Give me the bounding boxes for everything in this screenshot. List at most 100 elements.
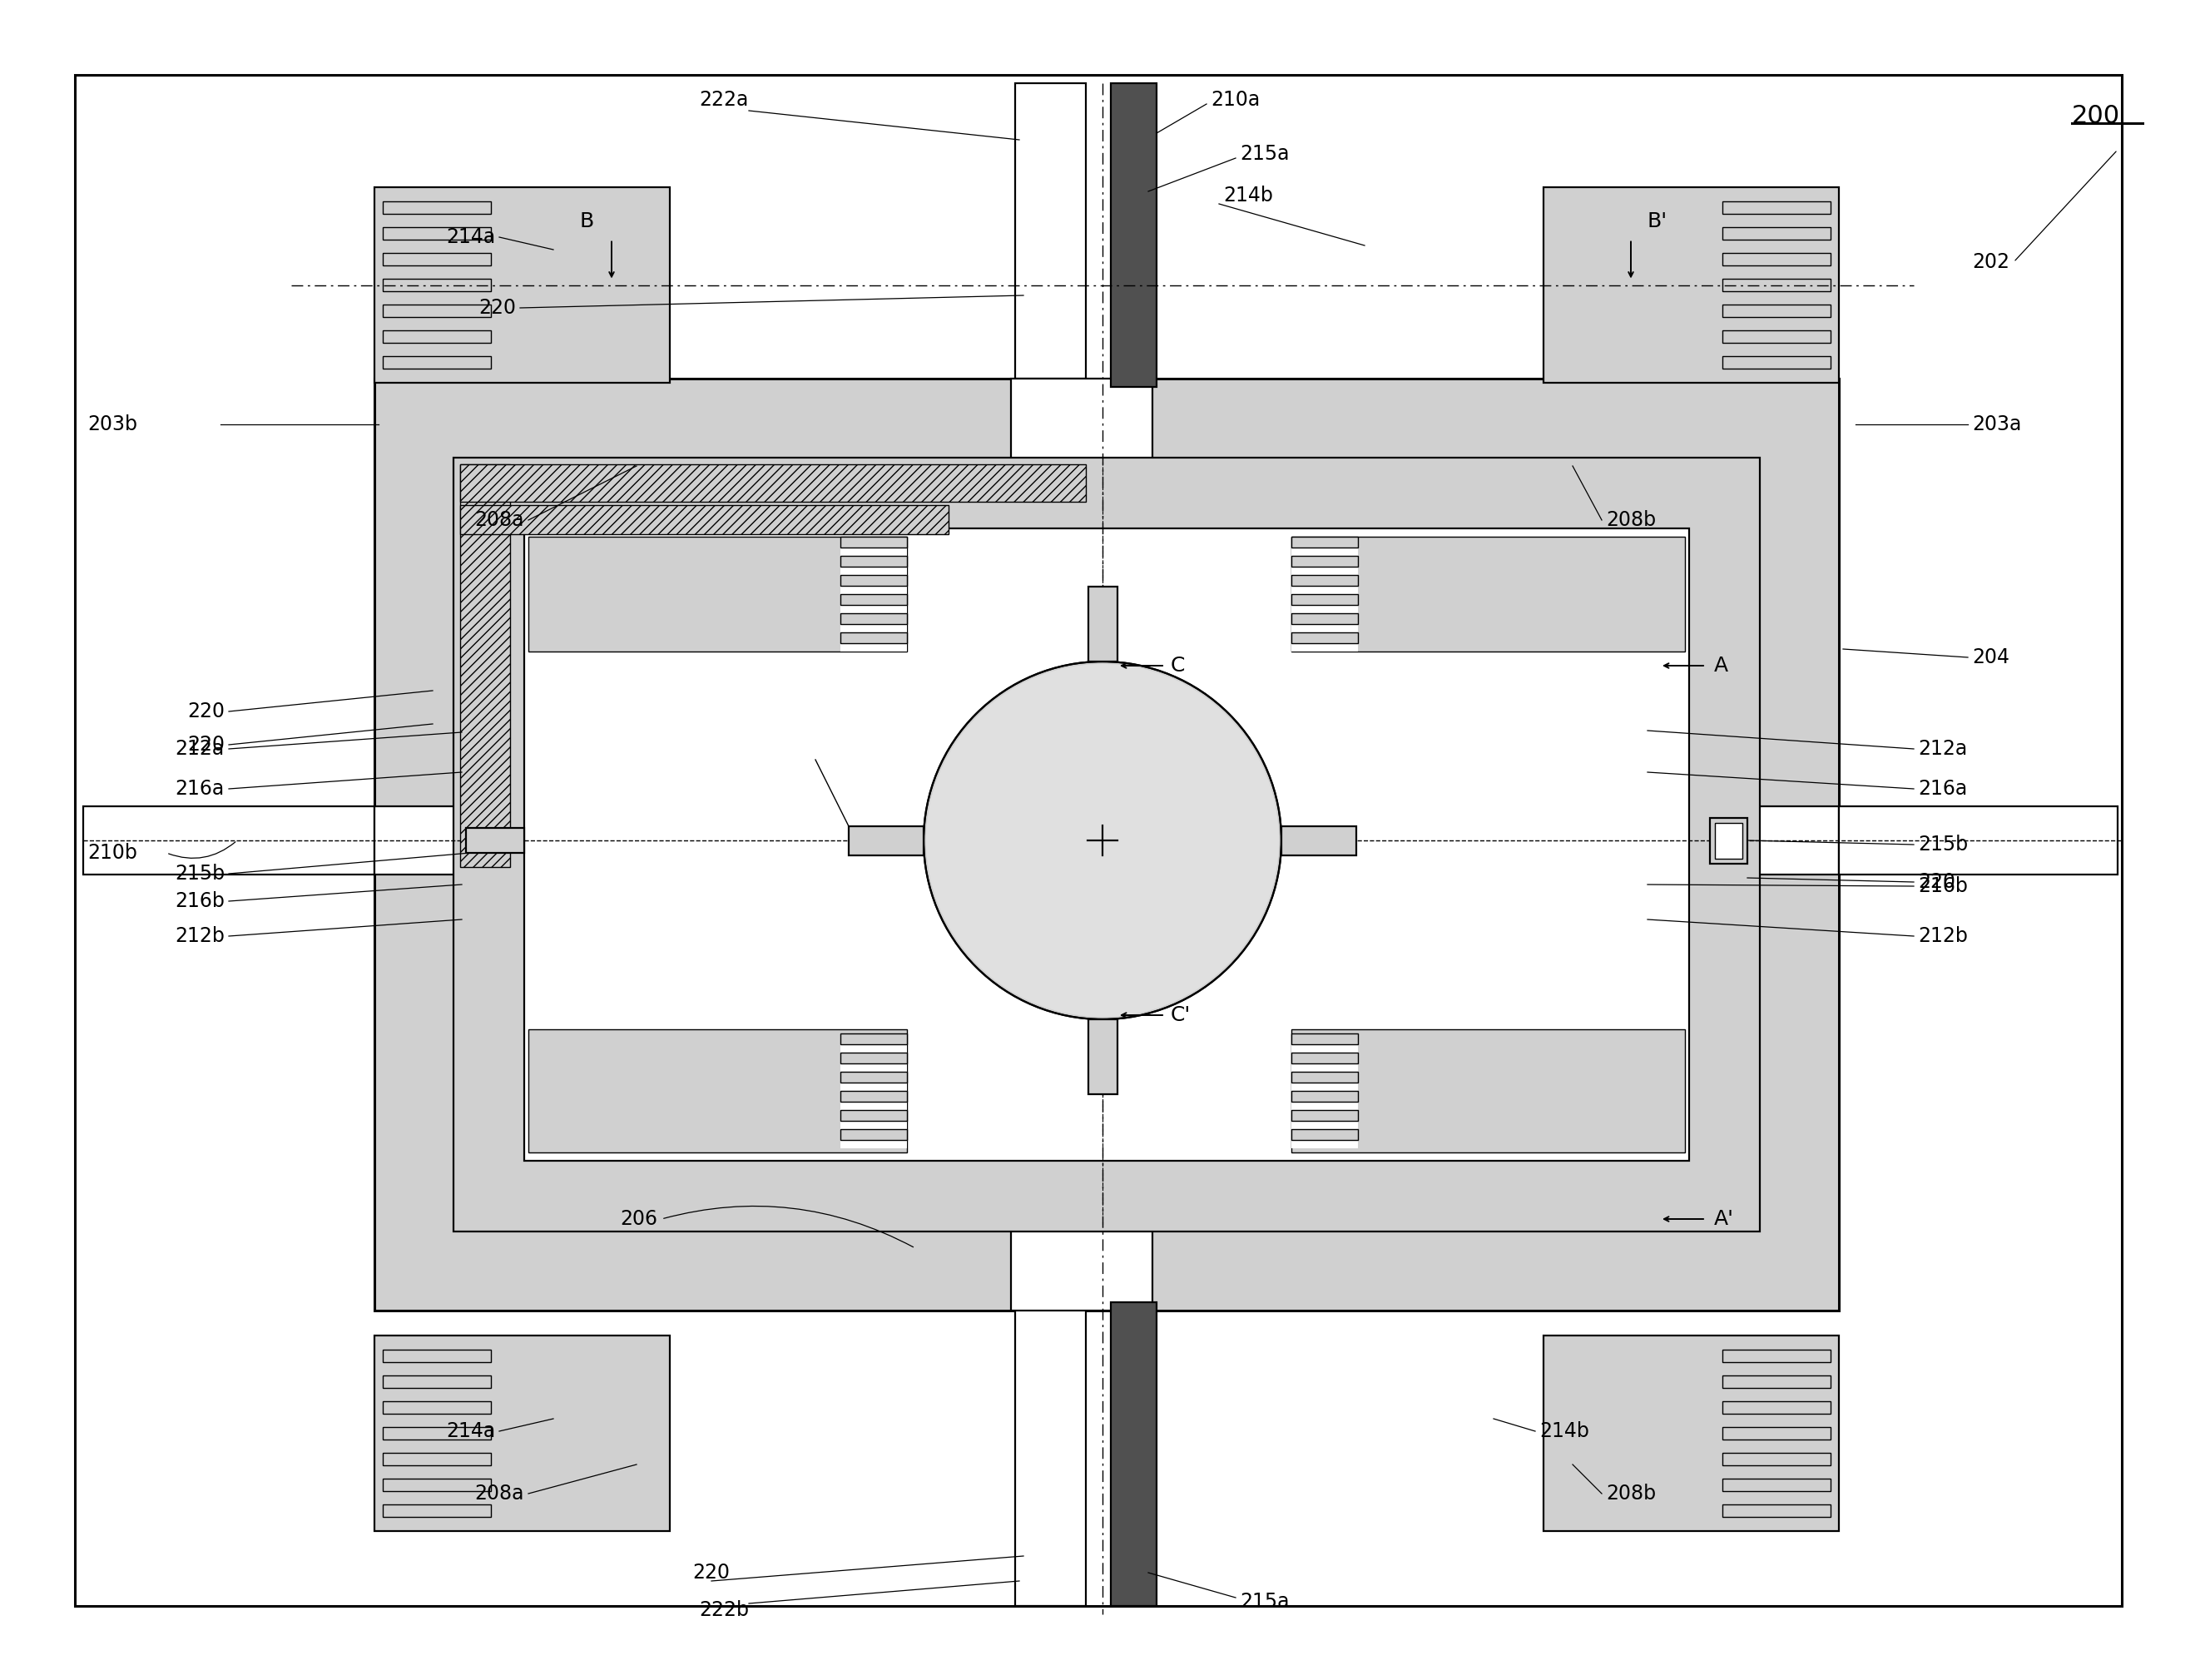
- Bar: [525, 529, 1689, 1161]
- Bar: [1292, 1102, 1358, 1110]
- Bar: [1722, 356, 1830, 368]
- Bar: [1709, 818, 1746, 864]
- Bar: [375, 1336, 670, 1530]
- Circle shape: [926, 664, 1279, 1016]
- Text: 208b: 208b: [1605, 511, 1656, 531]
- Bar: [1543, 1336, 1839, 1530]
- Text: 214b: 214b: [1224, 185, 1272, 205]
- Bar: [1292, 548, 1358, 556]
- Text: 216b: 216b: [1918, 877, 1967, 895]
- Text: B': B': [1647, 212, 1667, 230]
- Bar: [1292, 1110, 1358, 1121]
- Bar: [1292, 1129, 1358, 1141]
- Text: A: A: [1713, 655, 1729, 675]
- Text: 203b: 203b: [88, 415, 137, 435]
- Bar: [840, 1053, 906, 1063]
- Bar: [1292, 632, 1358, 643]
- Bar: [840, 1102, 906, 1110]
- Text: 215b: 215b: [1918, 835, 1967, 855]
- Bar: [1010, 1194, 1153, 1310]
- Bar: [1722, 1401, 1830, 1415]
- Text: 215a: 215a: [1239, 144, 1290, 165]
- Bar: [1722, 202, 1830, 213]
- Text: 212b: 212b: [174, 926, 225, 946]
- Bar: [849, 827, 924, 855]
- Bar: [384, 1349, 492, 1362]
- Bar: [1281, 827, 1356, 855]
- Bar: [384, 279, 492, 291]
- Bar: [840, 1033, 906, 1045]
- Bar: [840, 548, 906, 556]
- Bar: [1111, 1302, 1158, 1606]
- Bar: [1292, 1053, 1358, 1063]
- Bar: [1292, 1033, 1358, 1045]
- Bar: [1292, 1090, 1358, 1102]
- Bar: [1292, 643, 1358, 652]
- Text: 212a: 212a: [1918, 739, 1967, 759]
- Bar: [454, 457, 1760, 1231]
- Text: 206: 206: [620, 1210, 657, 1230]
- Bar: [1746, 806, 1839, 875]
- Bar: [1292, 605, 1358, 613]
- Bar: [840, 1082, 906, 1090]
- Circle shape: [924, 662, 1281, 1020]
- Text: 215a: 215a: [1239, 1591, 1290, 1611]
- Bar: [461, 464, 1085, 502]
- Bar: [384, 1453, 492, 1465]
- Bar: [840, 1063, 906, 1072]
- Text: 215b: 215b: [174, 864, 225, 884]
- Text: 216a: 216a: [176, 780, 225, 798]
- Text: 222b: 222b: [699, 1599, 750, 1620]
- Bar: [1722, 1376, 1830, 1388]
- Bar: [840, 556, 906, 566]
- Bar: [1722, 1504, 1830, 1517]
- Bar: [1292, 1063, 1358, 1072]
- Bar: [1292, 575, 1358, 586]
- Bar: [840, 595, 906, 605]
- Text: 210a: 210a: [1211, 89, 1259, 109]
- Bar: [1722, 227, 1830, 240]
- Bar: [840, 586, 906, 595]
- Bar: [840, 605, 906, 613]
- Text: 214a: 214a: [445, 227, 496, 247]
- Text: 220: 220: [478, 297, 516, 318]
- Bar: [1543, 186, 1839, 383]
- Bar: [1722, 254, 1830, 265]
- Bar: [840, 1045, 906, 1053]
- Text: B: B: [580, 212, 593, 230]
- Bar: [384, 1426, 492, 1440]
- Text: A': A': [1713, 1210, 1733, 1230]
- Bar: [384, 304, 492, 318]
- Bar: [1292, 566, 1358, 575]
- Bar: [84, 806, 375, 875]
- Bar: [529, 536, 906, 652]
- Bar: [1722, 1426, 1830, 1440]
- Text: C': C': [1171, 1005, 1191, 1025]
- Bar: [1722, 279, 1830, 291]
- Text: 203a: 203a: [1971, 415, 2022, 435]
- Bar: [1292, 1141, 1358, 1149]
- Bar: [384, 254, 492, 265]
- Bar: [840, 1090, 906, 1102]
- Bar: [1292, 1082, 1358, 1090]
- Text: 208a: 208a: [474, 511, 525, 531]
- Bar: [1722, 331, 1830, 343]
- Bar: [1722, 1349, 1830, 1362]
- Bar: [1089, 586, 1118, 662]
- Bar: [1292, 536, 1358, 548]
- Bar: [384, 1376, 492, 1388]
- Bar: [840, 643, 906, 652]
- Bar: [840, 566, 906, 575]
- Bar: [375, 378, 1839, 1310]
- Bar: [529, 1030, 906, 1152]
- Bar: [1292, 623, 1358, 632]
- Text: 210b: 210b: [88, 843, 137, 864]
- Bar: [1292, 556, 1358, 566]
- Bar: [465, 828, 525, 853]
- Bar: [1292, 1121, 1358, 1129]
- Bar: [461, 464, 509, 867]
- Text: 208a: 208a: [474, 1483, 525, 1504]
- Text: 216a: 216a: [1918, 780, 1967, 798]
- Bar: [1014, 1302, 1085, 1606]
- Bar: [840, 536, 906, 548]
